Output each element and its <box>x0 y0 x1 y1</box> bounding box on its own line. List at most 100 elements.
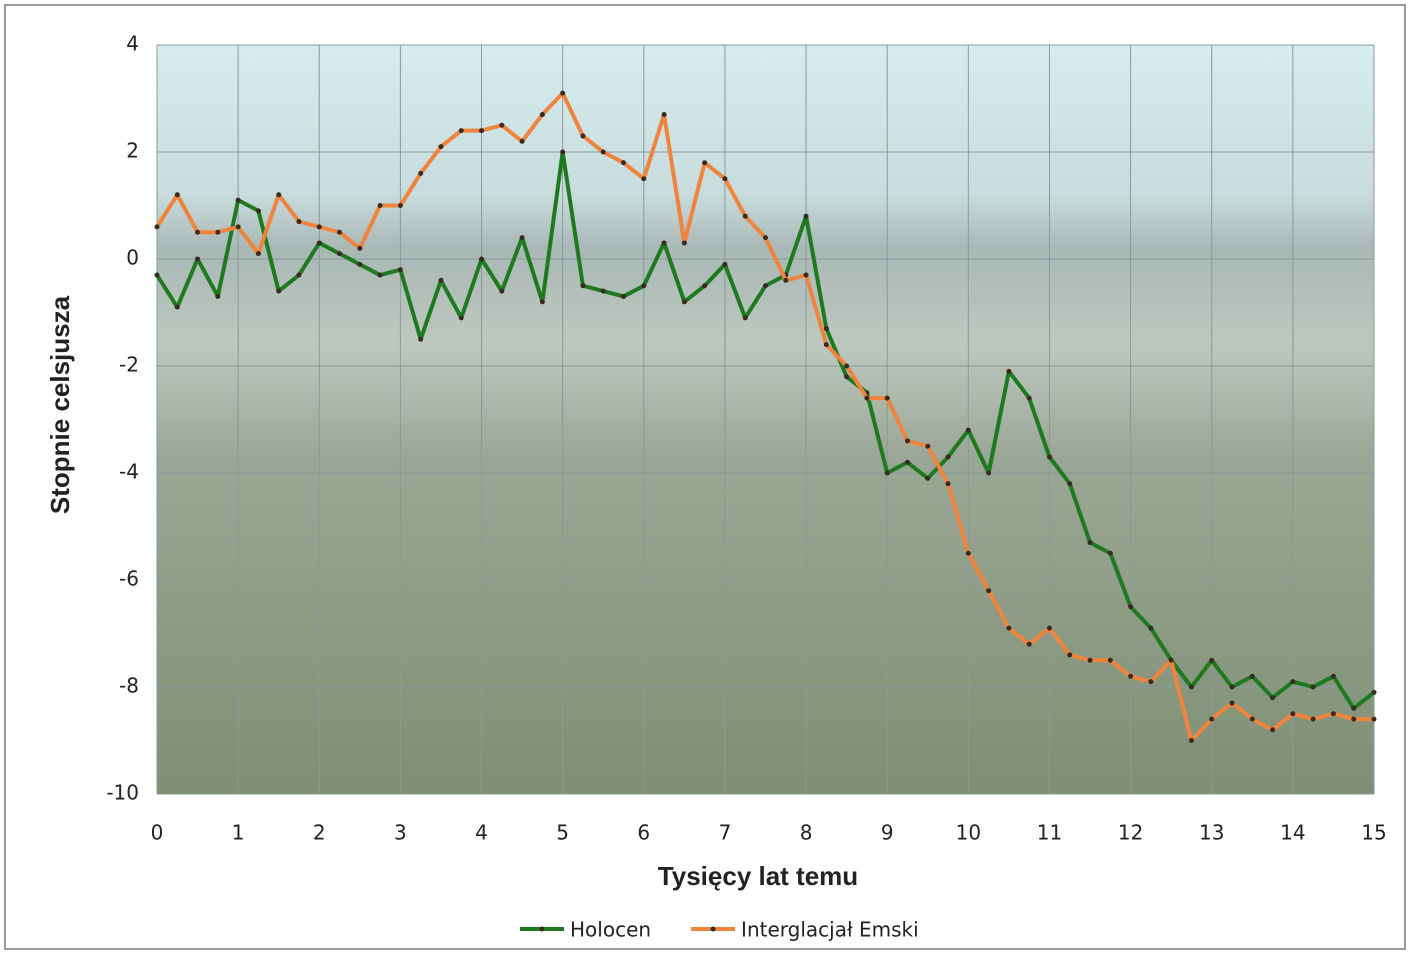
data-point <box>1351 706 1356 711</box>
data-point <box>601 289 606 294</box>
y-tick-label: -10 <box>106 781 139 805</box>
data-point <box>398 203 403 208</box>
data-point <box>1006 369 1011 374</box>
data-point <box>946 481 951 486</box>
data-point <box>1351 717 1356 722</box>
data-point <box>743 214 748 219</box>
data-point <box>844 364 849 369</box>
data-point <box>1290 679 1295 684</box>
y-tick-label: -8 <box>119 674 139 698</box>
data-point <box>520 139 525 144</box>
x-tick-label: 12 <box>1118 821 1143 845</box>
chart: Tysięcy lat temu Stopnie celsjusza Holoc… <box>0 0 1408 951</box>
data-point <box>459 128 464 133</box>
data-point <box>662 240 667 245</box>
data-point <box>560 150 565 155</box>
data-point <box>1311 685 1316 690</box>
data-point <box>1027 642 1032 647</box>
data-point <box>1027 396 1032 401</box>
data-point <box>641 283 646 288</box>
data-point <box>155 273 160 278</box>
data-point <box>946 454 951 459</box>
data-point <box>1169 658 1174 663</box>
data-point <box>499 123 504 128</box>
data-point <box>1128 604 1133 609</box>
data-point <box>1290 711 1295 716</box>
background-photo <box>157 45 1374 794</box>
data-point <box>175 305 180 310</box>
data-point <box>1006 626 1011 631</box>
data-point <box>1372 690 1377 695</box>
data-point <box>438 278 443 283</box>
data-point <box>1230 701 1235 706</box>
data-point <box>1088 540 1093 545</box>
x-tick-label: 1 <box>232 821 245 845</box>
x-tick-label: 7 <box>719 821 732 845</box>
data-point <box>560 91 565 96</box>
data-point <box>378 273 383 278</box>
x-axis-label: Tysięcy lat temu <box>658 861 858 891</box>
y-tick-label: 2 <box>126 139 139 163</box>
data-point <box>1250 717 1255 722</box>
data-point <box>1189 738 1194 743</box>
data-point <box>418 171 423 176</box>
y-tick-label: 0 <box>126 246 139 270</box>
data-point <box>1250 674 1255 679</box>
y-tick-label: 4 <box>126 32 139 56</box>
data-point <box>1148 626 1153 631</box>
data-point <box>418 337 423 342</box>
data-point <box>499 289 504 294</box>
data-point <box>1088 658 1093 663</box>
data-point <box>763 283 768 288</box>
data-point <box>722 262 727 267</box>
data-point <box>682 240 687 245</box>
data-point <box>763 235 768 240</box>
data-point <box>925 476 930 481</box>
data-point <box>1047 626 1052 631</box>
data-point <box>540 112 545 117</box>
data-point <box>905 438 910 443</box>
data-point <box>580 283 585 288</box>
data-point <box>804 273 809 278</box>
data-point <box>824 326 829 331</box>
data-point <box>195 230 200 235</box>
data-point <box>236 224 241 229</box>
data-point <box>1189 685 1194 690</box>
data-point <box>520 235 525 240</box>
data-point <box>1067 481 1072 486</box>
data-point <box>1108 658 1113 663</box>
data-point <box>844 374 849 379</box>
data-point <box>1128 674 1133 679</box>
legend-label: Interglacjał Emski <box>741 918 919 942</box>
data-point <box>1209 658 1214 663</box>
legend-label: Holocen <box>570 918 651 942</box>
data-point <box>459 315 464 320</box>
data-point <box>236 198 241 203</box>
x-tick-label: 5 <box>556 821 569 845</box>
data-point <box>580 133 585 138</box>
data-point <box>1270 727 1275 732</box>
data-point <box>540 299 545 304</box>
data-point <box>317 224 322 229</box>
data-point <box>438 144 443 149</box>
data-point <box>317 240 322 245</box>
data-point <box>1108 551 1113 556</box>
data-point <box>215 294 220 299</box>
data-point <box>986 471 991 476</box>
data-point <box>175 192 180 197</box>
data-point <box>824 342 829 347</box>
data-point <box>1047 454 1052 459</box>
x-tick-label: 6 <box>637 821 650 845</box>
data-point <box>641 176 646 181</box>
data-point <box>337 251 342 256</box>
data-point <box>682 299 687 304</box>
data-point <box>296 273 301 278</box>
x-tick-label: 13 <box>1199 821 1224 845</box>
page: Tysięcy lat temu Stopnie celsjusza Holoc… <box>0 0 1408 955</box>
data-point <box>256 251 261 256</box>
x-tick-label: 11 <box>1037 821 1062 845</box>
data-point <box>1067 652 1072 657</box>
data-point <box>1331 674 1336 679</box>
data-point <box>1331 711 1336 716</box>
y-tick-label: -2 <box>119 353 139 377</box>
